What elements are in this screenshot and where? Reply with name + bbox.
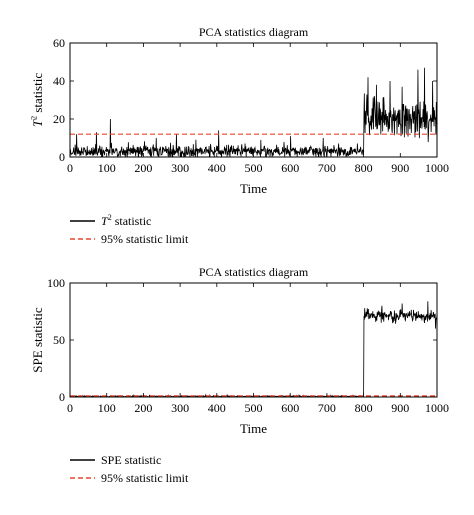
x-tick-label: 900	[391, 401, 409, 415]
chart-title: PCA statistics diagram	[199, 265, 309, 279]
legend-label: SPE statistic	[101, 453, 161, 467]
chart-title: PCA statistics diagram	[199, 25, 309, 39]
y-tick-label: 0	[59, 150, 65, 164]
legend-label-rest: statistic	[112, 214, 152, 228]
legend-label: 95% statistic limit	[101, 232, 189, 246]
x-axis-label: Time	[240, 421, 267, 436]
x-tick-label: 600	[281, 161, 299, 175]
y-axis-label: SPE statistic	[30, 307, 45, 373]
x-tick-label: 1000	[425, 401, 449, 415]
x-tick-label: 700	[318, 401, 336, 415]
x-tick-label: 900	[391, 161, 409, 175]
y-tick-label: 20	[53, 112, 65, 126]
y-tick-label: 50	[53, 333, 65, 347]
x-axis-label: Time	[240, 181, 267, 196]
x-tick-label: 400	[208, 401, 226, 415]
x-tick-label: 800	[355, 161, 373, 175]
y-tick-label: 0	[59, 390, 65, 404]
y-axis-label: T2 statistic	[30, 73, 45, 127]
x-tick-label: 300	[171, 161, 189, 175]
x-tick-label: 300	[171, 401, 189, 415]
legend-label: T2 statistic	[101, 213, 151, 228]
x-tick-label: 200	[134, 161, 152, 175]
x-tick-label: 1000	[425, 161, 449, 175]
statistic-series-line	[70, 301, 437, 397]
x-tick-label: 500	[245, 161, 263, 175]
x-tick-label: 100	[98, 161, 116, 175]
x-tick-label: 400	[208, 161, 226, 175]
y-axis-label-rest: statistic	[30, 73, 45, 116]
y-axis-label-sup: 2	[30, 116, 39, 120]
x-tick-label: 200	[134, 401, 152, 415]
plot-frame	[69, 282, 438, 398]
legend: T2 statistic 95% statistic limit	[70, 213, 189, 246]
y-tick-label: 60	[53, 36, 65, 50]
x-tick-label: 0	[67, 161, 73, 175]
x-tick-label: 0	[67, 401, 73, 415]
statistic-series-line	[70, 67, 437, 157]
legend-label-sup: 2	[108, 213, 112, 222]
y-tick-label: 100	[47, 276, 65, 290]
legend: SPE statistic 95% statistic limit	[70, 453, 189, 485]
x-tick-label: 800	[355, 401, 373, 415]
legend-label: 95% statistic limit	[101, 471, 189, 485]
legend-label-base: T	[101, 214, 109, 228]
y-tick-label: 40	[53, 74, 65, 88]
x-tick-label: 700	[318, 161, 336, 175]
x-tick-label: 600	[281, 401, 299, 415]
plot-frame	[69, 42, 438, 158]
y-axis-label-base: T	[30, 119, 45, 127]
x-tick-label: 100	[98, 401, 116, 415]
x-tick-label: 500	[245, 401, 263, 415]
